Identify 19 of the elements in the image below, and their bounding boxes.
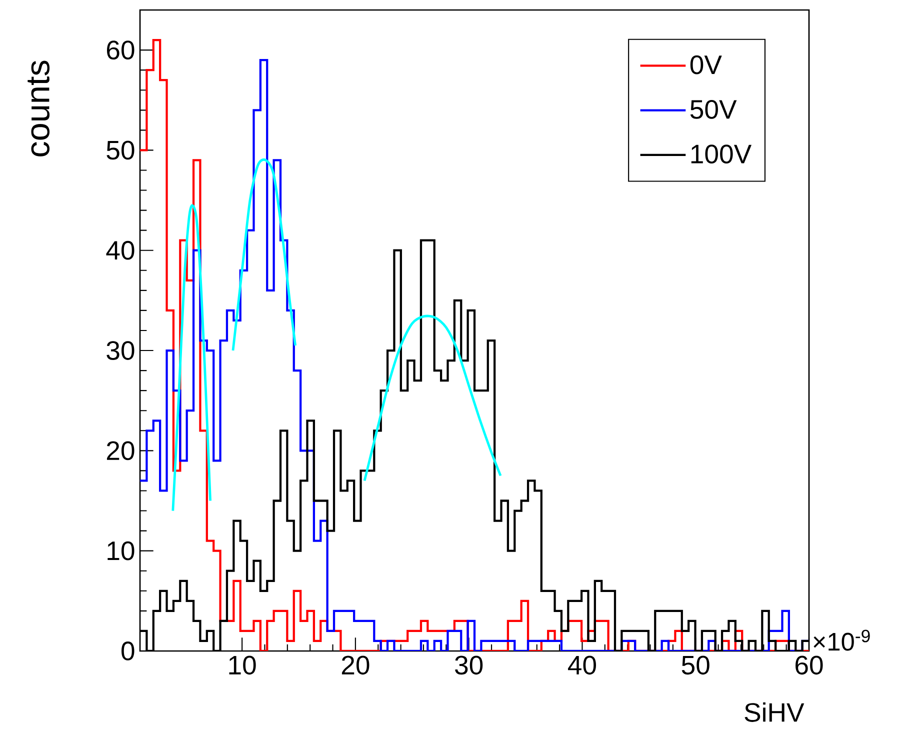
x-tick-label: 40 bbox=[568, 656, 596, 675]
text: ×10$^{-9}$ bbox=[814, 630, 870, 651]
x-tick-label: 30 bbox=[455, 656, 483, 675]
y-axis-title: counts bbox=[28, 60, 50, 156]
y-tick-label: 60 bbox=[106, 40, 134, 60]
legend-label: 50V bbox=[690, 100, 737, 119]
y-tick-label: 20 bbox=[106, 441, 134, 460]
x-tick-label: 60 bbox=[796, 656, 823, 675]
y-tick-label: 50 bbox=[106, 140, 134, 160]
y-tick-label: 10 bbox=[108, 541, 134, 560]
x-axis-title: SiHV bbox=[744, 702, 804, 722]
x-tick-label: 10 bbox=[229, 656, 256, 675]
y-tick-label: 0 bbox=[122, 642, 134, 660]
x-tick-label: 20 bbox=[342, 656, 370, 675]
y-tick-label: 30 bbox=[106, 341, 134, 360]
legend-label: 100V bbox=[691, 144, 752, 164]
legend-label: 0V bbox=[690, 55, 722, 74]
x-tick-label: 50 bbox=[682, 656, 710, 675]
y-tick-label: 40 bbox=[106, 240, 134, 260]
